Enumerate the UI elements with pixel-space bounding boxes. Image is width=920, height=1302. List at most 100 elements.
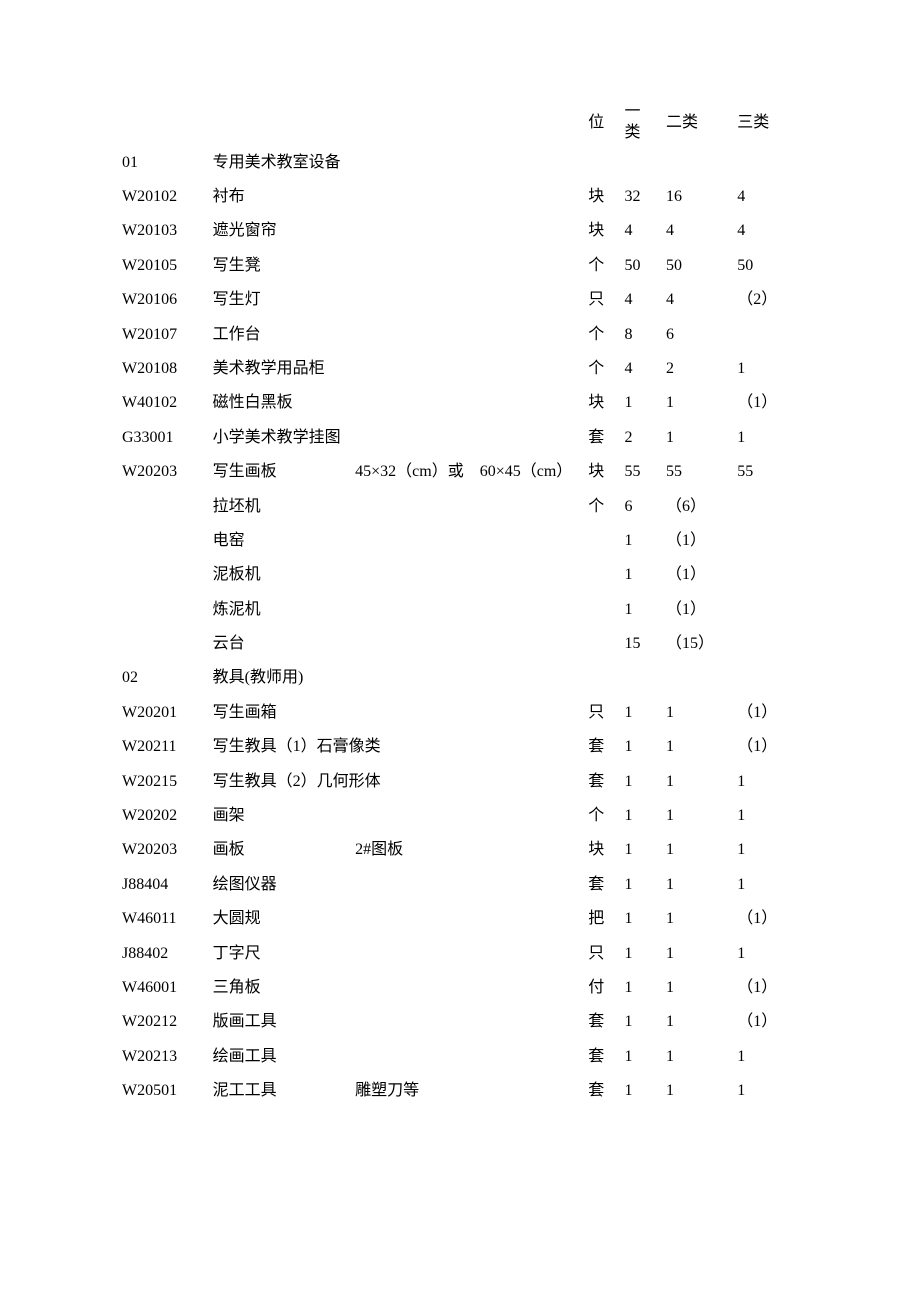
cell-code: G33001 [120,421,211,455]
cell-cat1: 1 [623,868,664,902]
table-row: W20202画架个111 [120,799,800,833]
cell-spec [353,1040,586,1074]
cell-name: 画板 [211,833,353,867]
cell-cat3: 1 [735,799,800,833]
cell-spec [353,593,586,627]
cell-cat3 [735,558,800,592]
cell-name: 美术教学用品柜 [211,352,353,386]
cell-cat2: 1 [664,765,735,799]
cell-cat2: 1 [664,421,735,455]
cell-code: W20202 [120,799,211,833]
table-row: W20201写生画箱只11（1） [120,696,800,730]
table-row: W20203写生画板45×32（cm）或 60×45（cm）块555555 [120,455,800,489]
cell-cat1: 1 [623,696,664,730]
table-row: 炼泥机1（1） [120,593,800,627]
cell-code [120,558,211,592]
header-unit: 位 [586,100,622,146]
table-row: W20213绘画工具套111 [120,1040,800,1074]
cell-spec [353,1005,586,1039]
table-row: W20215写生教具（2）几何形体套111 [120,765,800,799]
table-row: W20212版画工具套11（1） [120,1005,800,1039]
table-row: W40102磁性白黑板块11（1） [120,386,800,420]
cell-cat3: （1） [735,971,800,1005]
cell-cat1: 1 [623,799,664,833]
cell-name: 写生画板 [211,455,353,489]
empty-cell [586,661,622,695]
cell-cat1: 50 [623,249,664,283]
cell-cat2: 1 [664,971,735,1005]
cell-cat2: （15） [664,627,735,661]
table-row: W46011大圆规把11（1） [120,902,800,936]
cell-cat3: 55 [735,455,800,489]
cell-unit: 只 [586,937,622,971]
cell-code: W20203 [120,455,211,489]
cell-spec [353,386,586,420]
table-row: W20105写生凳个505050 [120,249,800,283]
empty-cell [735,661,800,695]
cell-name: 绘图仪器 [211,868,353,902]
cell-cat3 [735,318,800,352]
cell-unit: 块 [586,180,622,214]
cell-name: 写生灯 [211,283,353,317]
cell-name: 画架 [211,799,353,833]
cell-cat1: 1 [623,765,664,799]
cell-spec [353,971,586,1005]
table-row: 拉坯机个6（6） [120,490,800,524]
cell-spec [353,524,586,558]
cell-name: 云台 [211,627,353,661]
cell-cat1: 1 [623,971,664,1005]
table-row: W20106写生灯只44（2） [120,283,800,317]
cell-code: W46011 [120,902,211,936]
table-header-row: 位 一 类 二类 三类 [120,100,800,146]
cell-cat1: 55 [623,455,664,489]
cell-code: W20107 [120,318,211,352]
section-title: 专用美术教室设备 [211,146,587,180]
cell-cat2: （1） [664,593,735,627]
table-row: J88402丁字尺只111 [120,937,800,971]
cell-cat3: （1） [735,730,800,764]
cell-unit: 个 [586,490,622,524]
cell-name: 拉坯机 [211,490,353,524]
cell-name: 绘画工具 [211,1040,353,1074]
empty-cell [623,146,664,180]
table-row: W20107工作台个86 [120,318,800,352]
cell-unit: 块 [586,214,622,248]
cell-unit: 块 [586,455,622,489]
cell-name: 泥板机 [211,558,353,592]
cell-name: 三角板 [211,971,353,1005]
cell-cat3: 1 [735,421,800,455]
cell-name: 大圆规 [211,902,353,936]
cell-spec [353,558,586,592]
cell-cat1: 1 [623,1005,664,1039]
cell-spec [353,214,586,248]
cell-cat1: 1 [623,1040,664,1074]
cell-cat3: 50 [735,249,800,283]
cell-spec [353,627,586,661]
cell-cat3 [735,593,800,627]
cell-cat3: （1） [735,902,800,936]
cell-name: 衬布 [211,180,353,214]
cell-cat1: 1 [623,558,664,592]
cell-cat3: 4 [735,180,800,214]
cell-name: 版画工具 [211,1005,353,1039]
table-row: W20103遮光窗帘块444 [120,214,800,248]
cell-cat3: 1 [735,765,800,799]
cell-name: 电窑 [211,524,353,558]
cell-cat2: 50 [664,249,735,283]
cell-name: 泥工工具 [211,1074,353,1108]
cell-spec [353,180,586,214]
cell-cat1: 4 [623,214,664,248]
cell-spec [353,696,586,730]
cell-cat2: 1 [664,1074,735,1108]
cell-unit: 套 [586,730,622,764]
cell-unit: 套 [586,868,622,902]
section-code: 01 [120,146,211,180]
cell-unit: 个 [586,352,622,386]
cell-unit [586,627,622,661]
cell-code: W20105 [120,249,211,283]
cell-code: W20211 [120,730,211,764]
table-row: G33001小学美术教学挂图套211 [120,421,800,455]
cell-name: 丁字尺 [211,937,353,971]
cell-cat1: 8 [623,318,664,352]
cell-cat1: 4 [623,352,664,386]
